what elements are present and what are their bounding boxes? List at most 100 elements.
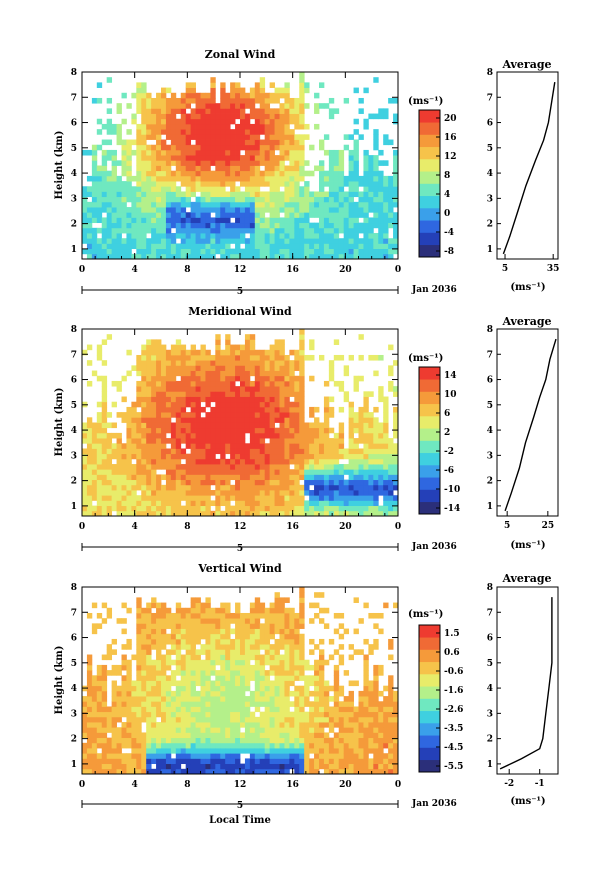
heatmap-cell <box>131 186 137 192</box>
heatmap-cell <box>314 207 320 213</box>
heatmap-cell <box>91 453 98 460</box>
heatmap-cell <box>131 479 137 486</box>
heatmap-cell <box>141 479 147 486</box>
heatmap-cell <box>146 196 152 203</box>
heatmap-cell <box>96 479 103 486</box>
heatmap-cell <box>215 160 221 166</box>
heatmap-cell <box>388 212 394 218</box>
heatmap-cell <box>180 108 187 114</box>
heatmap-cell <box>156 422 162 429</box>
heatmap-cell <box>299 108 305 114</box>
heatmap-cell <box>185 222 192 229</box>
profile-y-tick-label: 3 <box>487 451 493 461</box>
heatmap-cell <box>240 170 246 177</box>
heatmap-cell <box>151 638 157 645</box>
heatmap-cell <box>254 443 261 449</box>
heatmap-cell <box>161 149 167 156</box>
heatmap-cell <box>220 113 226 120</box>
heatmap-cell <box>373 233 379 239</box>
heatmap-cell <box>299 238 305 244</box>
heatmap-cell <box>111 207 117 213</box>
heatmap-cell <box>195 360 201 366</box>
heatmap-cell <box>333 233 340 239</box>
heatmap-cell <box>225 464 231 470</box>
heatmap-cell <box>309 448 315 455</box>
heatmap-cell <box>289 505 295 512</box>
heatmap-cell <box>244 649 251 655</box>
heatmap-cell <box>299 748 305 754</box>
heatmap-cell <box>319 181 325 187</box>
heatmap-cell <box>185 87 192 94</box>
heatmap-cell <box>225 696 231 702</box>
heatmap-cell <box>259 87 266 94</box>
heatmap-cell <box>235 396 241 403</box>
heatmap-cell <box>215 360 221 366</box>
heatmap-cell <box>348 155 354 161</box>
heatmap-cell <box>304 196 310 203</box>
heatmap-cell <box>383 134 389 140</box>
heatmap-cell <box>136 510 142 517</box>
heatmap-cell <box>156 207 162 213</box>
heatmap-cell <box>314 243 320 250</box>
heatmap-cell <box>249 474 256 481</box>
heatmap-cell <box>294 443 300 449</box>
heatmap-cell <box>136 474 142 481</box>
heatmap-cell <box>96 612 103 619</box>
heatmap-cell <box>136 448 142 455</box>
heatmap-cell <box>264 706 271 713</box>
heatmap-cell <box>126 758 132 765</box>
heatmap-cell <box>101 758 108 765</box>
heatmap-cell <box>244 201 251 208</box>
heatmap-cell <box>146 464 152 470</box>
heatmap-cell <box>240 108 246 114</box>
heatmap-cell <box>156 500 162 507</box>
heatmap-cell <box>190 243 196 250</box>
heatmap-cell <box>170 680 177 687</box>
heatmap-cell <box>126 103 132 109</box>
heatmap-cell <box>383 248 389 255</box>
heatmap-cell <box>220 670 226 676</box>
heatmap-cell <box>264 748 271 754</box>
heatmap-cell <box>269 453 275 460</box>
heatmap-cell <box>328 108 335 114</box>
heatmap-cell <box>220 479 226 486</box>
heatmap-cell <box>151 675 157 681</box>
heatmap-cell <box>210 623 216 629</box>
heatmap-cell <box>299 716 305 723</box>
heatmap-cell <box>151 438 157 444</box>
heatmap-cell <box>225 92 231 99</box>
heatmap-cell <box>314 448 320 455</box>
heatmap-cell <box>338 500 345 507</box>
heatmap-cell <box>180 659 187 666</box>
heatmap-cell <box>269 360 275 366</box>
heatmap-cell <box>161 680 167 687</box>
heatmap-cell <box>289 349 295 356</box>
heatmap-cell <box>161 386 167 392</box>
heatmap-cell <box>304 701 310 707</box>
heatmap-cell <box>126 469 132 475</box>
heatmap-cell <box>96 706 103 713</box>
profile-y-tick-label: 1 <box>487 502 493 512</box>
heatmap-cell <box>175 768 182 775</box>
heatmap-cell <box>244 155 251 161</box>
heatmap-cell <box>170 732 177 739</box>
heatmap-cell <box>141 490 147 496</box>
heatmap-cell <box>244 344 251 351</box>
heatmap-cell <box>175 170 182 177</box>
heatmap-cell <box>299 417 305 423</box>
heatmap-cell <box>274 654 280 661</box>
heatmap-cell <box>235 438 241 444</box>
heatmap-cell <box>106 175 113 182</box>
heatmap-cell <box>170 716 177 723</box>
heatmap-cell <box>136 87 142 94</box>
heatmap-cell <box>353 87 359 94</box>
heatmap-cell <box>185 155 192 161</box>
heatmap-cell <box>146 706 152 713</box>
heatmap-cell <box>190 495 196 501</box>
heatmap-cell <box>175 139 182 146</box>
heatmap-cell <box>269 144 275 151</box>
heatmap-cell <box>136 196 142 203</box>
heatmap-cell <box>106 495 113 501</box>
heatmap-cell <box>180 233 187 239</box>
heatmap-cell <box>146 623 152 629</box>
